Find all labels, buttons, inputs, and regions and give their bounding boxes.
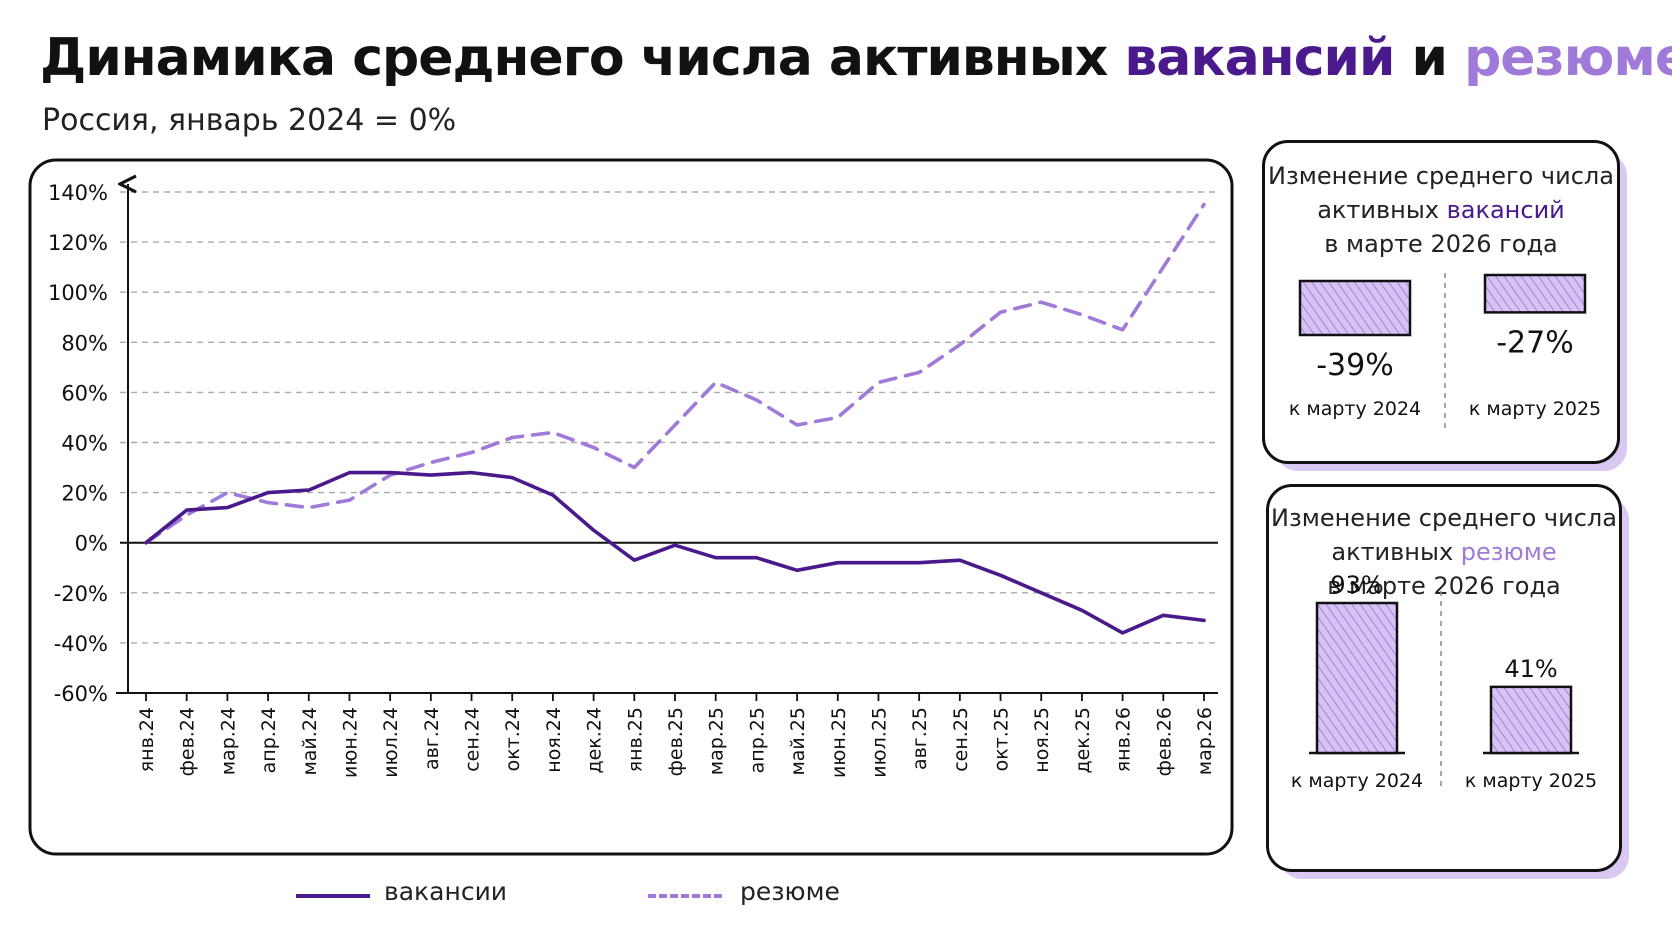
x-tick-label: янв.25 bbox=[624, 707, 646, 772]
y-tick-label: 60% bbox=[61, 381, 108, 405]
x-tick-label: сен.24 bbox=[462, 707, 484, 772]
panel-title-line-2: активных резюме bbox=[1269, 535, 1619, 569]
x-tick-label: май.24 bbox=[299, 707, 321, 776]
panel-vacancies: Изменение среднего числа активных ваканс… bbox=[1262, 140, 1620, 464]
y-tick-label: 40% bbox=[61, 432, 108, 456]
chart-frame bbox=[28, 158, 1234, 856]
title-vacancies-word: вакансий bbox=[1124, 28, 1395, 88]
panel-title-prefix: активных bbox=[1317, 196, 1447, 224]
panel-title-accent: вакансий bbox=[1446, 196, 1565, 224]
panel-title-line-1: Изменение среднего числа bbox=[1271, 504, 1617, 532]
panel-bar-value-label: -39% bbox=[1316, 348, 1394, 383]
title-part-2: и bbox=[1394, 28, 1465, 88]
panel-bar-value-label: 93% bbox=[1330, 571, 1383, 599]
legend-label-vacancies: вакансии bbox=[384, 877, 508, 906]
panel-bar-category-label: к марту 2025 bbox=[1465, 770, 1597, 792]
legend-swatch-vacancies bbox=[296, 894, 370, 898]
x-tick-label: апр.24 bbox=[258, 707, 280, 773]
y-tick-label: 80% bbox=[61, 331, 108, 355]
panel-vacancies-title: Изменение среднего числа активных ваканс… bbox=[1265, 159, 1617, 261]
x-tick-label: янв.26 bbox=[1113, 707, 1135, 772]
y-tick-label: 20% bbox=[61, 482, 108, 506]
x-tick-label: май.25 bbox=[787, 707, 809, 776]
panel-title-line-3: в марте 2026 года bbox=[1327, 572, 1561, 600]
x-tick-label: июн.24 bbox=[339, 707, 361, 778]
y-tick-label: 0% bbox=[75, 532, 108, 556]
panel-bar bbox=[1489, 685, 1573, 755]
panel-title-accent: резюме bbox=[1460, 538, 1557, 566]
x-tick-label: июл.25 bbox=[868, 707, 890, 778]
panel-resumes: Изменение среднего числа активных резюме… bbox=[1266, 484, 1622, 872]
panel-bar-category-label: к марту 2024 bbox=[1289, 398, 1421, 420]
x-tick-label: окт.24 bbox=[502, 707, 524, 771]
title-part-1: Динамика среднего числа активных bbox=[40, 28, 1125, 88]
panel-title-line-2: активных вакансий bbox=[1265, 193, 1617, 227]
title-resumes-word: резюме bbox=[1464, 28, 1672, 88]
panel-resumes-title: Изменение среднего числа активных резюме… bbox=[1269, 501, 1619, 603]
panel-title-line-1: Изменение среднего числа bbox=[1268, 162, 1614, 190]
panel-bar-category-label: к марту 2024 bbox=[1291, 770, 1423, 792]
panel-vacancies-bars: -39% к марту 2024 -27% к марту 2025 bbox=[1289, 273, 1601, 433]
chart-subtitle: Россия, январь 2024 = 0% bbox=[42, 103, 457, 138]
panel-bar bbox=[1483, 273, 1587, 314]
x-tick-label: дек.24 bbox=[584, 707, 606, 774]
x-tick-label: фев.24 bbox=[177, 707, 199, 776]
x-tick-label: сен.25 bbox=[950, 707, 972, 772]
legend-label-resumes: резюме bbox=[740, 877, 840, 906]
x-tick-label: фев.26 bbox=[1153, 707, 1175, 776]
panel-bar bbox=[1298, 279, 1412, 337]
x-tick-label: фев.25 bbox=[665, 707, 687, 776]
y-tick-label: 120% bbox=[48, 231, 108, 255]
panel-resumes-bars: 93% к марту 2024 41% к марту 2025 bbox=[1291, 571, 1597, 792]
y-tick-label: -60% bbox=[54, 682, 108, 706]
x-tick-label: дек.25 bbox=[1072, 707, 1094, 774]
x-tick-label: мар.25 bbox=[706, 707, 728, 775]
panel-bar-value-label: -27% bbox=[1496, 325, 1574, 360]
main-chart: 140% 120% 100% 80% 60% 40% 20% 0% -20% -40% -60% ян… bbox=[28, 158, 1234, 856]
x-tick-label: авг.25 bbox=[909, 707, 931, 770]
x-tick-label: июн.25 bbox=[828, 707, 850, 778]
panel-title-line-3: в марте 2026 года bbox=[1324, 230, 1558, 258]
series-line-vacancies bbox=[144, 470, 1206, 635]
x-tick-label: окт.25 bbox=[991, 707, 1013, 771]
y-tick-label: -20% bbox=[54, 582, 108, 606]
panel-bar-value-label: 41% bbox=[1504, 655, 1557, 683]
x-tick-label: ноя.24 bbox=[543, 707, 565, 773]
y-tick-label: 100% bbox=[48, 281, 108, 305]
y-tick-label: -40% bbox=[54, 632, 108, 656]
x-tick-label: июл.24 bbox=[380, 707, 402, 778]
panel-bar bbox=[1315, 601, 1399, 755]
x-tick-label: апр.25 bbox=[746, 707, 768, 773]
x-tick-label: ноя.25 bbox=[1031, 707, 1053, 773]
series-line-resumes bbox=[144, 202, 1206, 545]
chart-title: Динамика среднего числа активных ваканси… bbox=[40, 28, 1672, 88]
main-chart-svg: 140% 120% 100% 80% 60% 40% 20% 0% -20% -40% -60% ян… bbox=[28, 158, 1234, 856]
x-tick-label: мар.24 bbox=[217, 707, 239, 775]
panel-title-prefix: активных bbox=[1331, 538, 1461, 566]
x-tick-label: янв.24 bbox=[136, 707, 158, 772]
x-tick-label: авг.24 bbox=[421, 707, 443, 770]
y-tick-label: 140% bbox=[48, 181, 108, 205]
panel-bar-category-label: к марту 2025 bbox=[1469, 398, 1601, 420]
x-tick-label: мар.26 bbox=[1194, 707, 1216, 775]
legend-swatch-resumes bbox=[648, 894, 722, 898]
